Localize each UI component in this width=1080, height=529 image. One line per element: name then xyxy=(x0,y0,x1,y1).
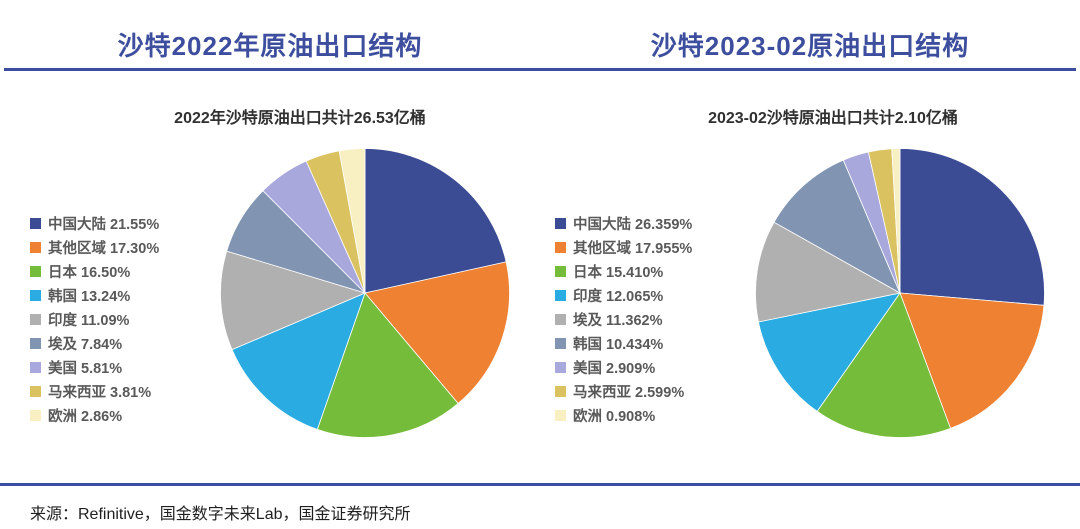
legend-swatch xyxy=(30,289,41,301)
legend-swatch xyxy=(555,241,566,253)
legend-label: 中国大陆 26.359% xyxy=(573,216,693,233)
legend-swatch xyxy=(555,265,566,277)
legend-item: 美国 5.81% xyxy=(30,355,159,379)
legend-label: 埃及 11.362% xyxy=(573,312,663,329)
legend-swatch xyxy=(30,361,41,373)
legend-item: 欧洲 2.86% xyxy=(30,403,159,427)
legend-swatch xyxy=(30,409,41,421)
legend-item: 其他区域 17.30% xyxy=(30,235,159,259)
legend-item: 印度 11.09% xyxy=(30,307,159,331)
pie-slice-其他区域 xyxy=(364,261,510,405)
pie-slice-韩国 xyxy=(231,292,366,430)
right-panel-title: 沙特2023-02原油出口结构 xyxy=(650,31,970,61)
legend-swatch xyxy=(30,265,41,277)
legend-swatch xyxy=(30,241,41,253)
legend-label: 美国 5.81% xyxy=(48,360,123,377)
legend-label: 印度 11.09% xyxy=(48,312,130,329)
legend-item: 中国大陆 21.55% xyxy=(30,211,159,235)
pie-slice-韩国 xyxy=(773,159,901,294)
left-chart-subtitle: 2022年沙特原油出口共计26.53亿桶 xyxy=(174,110,426,127)
left-chart-legend: 中国大陆 21.55% 其他区域 17.30% 日本 16.50% 韩国 13.24%… xyxy=(30,211,159,427)
pie-slice-中国大陆 xyxy=(899,148,1045,306)
legend-label: 韩国 13.24% xyxy=(48,288,131,305)
legend-label: 马来西亚 2.599% xyxy=(573,384,685,401)
legend-swatch xyxy=(555,313,566,325)
footer-divider-line xyxy=(0,483,1080,486)
legend-item: 马来西亚 3.81% xyxy=(30,379,159,403)
right-chart-subtitle: 2023-02沙特原油出口共计2.10亿桶 xyxy=(708,110,958,127)
legend-label: 日本 15.410% xyxy=(573,264,664,281)
legend-label: 中国大陆 21.55% xyxy=(48,216,160,233)
legend-label: 其他区域 17.955% xyxy=(573,240,693,257)
legend-label: 美国 2.909% xyxy=(573,360,656,377)
legend-swatch xyxy=(30,337,41,349)
left-pie-chart xyxy=(220,148,510,438)
legend-label: 韩国 10.434% xyxy=(573,336,664,353)
legend-item: 日本 16.50% xyxy=(30,259,159,283)
legend-item: 日本 15.410% xyxy=(555,259,692,283)
legend-swatch xyxy=(555,337,566,349)
pie-slice-印度 xyxy=(757,292,901,412)
legend-item: 埃及 7.84% xyxy=(30,331,159,355)
legend-swatch xyxy=(30,313,41,325)
right-chart-legend: 中国大陆 26.359% 其他区域 17.955% 日本 15.410% 印度 12.… xyxy=(555,211,692,427)
legend-swatch xyxy=(555,409,566,421)
legend-item: 韩国 13.24% xyxy=(30,283,159,307)
legend-item: 埃及 11.362% xyxy=(555,307,692,331)
legend-item: 欧洲 0.908% xyxy=(555,403,692,427)
pie-slice-欧洲 xyxy=(338,148,366,294)
pie-slice-其他区域 xyxy=(899,292,1045,429)
legend-item: 中国大陆 26.359% xyxy=(555,211,692,235)
legend-swatch xyxy=(30,217,41,229)
legend-item: 韩国 10.434% xyxy=(555,331,692,355)
header-divider-line xyxy=(4,68,1076,71)
legend-label: 其他区域 17.30% xyxy=(48,240,160,257)
pie-slice-埃及 xyxy=(755,221,902,323)
legend-item: 美国 2.909% xyxy=(555,355,692,379)
pie-slice-日本 xyxy=(816,292,952,438)
pie-slice-中国大陆 xyxy=(364,148,507,294)
legend-label: 日本 16.50% xyxy=(48,264,131,281)
legend-label: 印度 12.065% xyxy=(573,288,664,305)
legend-item: 印度 12.065% xyxy=(555,283,692,307)
legend-label: 马来西亚 3.81% xyxy=(48,384,152,401)
right-pie-chart xyxy=(755,148,1045,438)
legend-swatch xyxy=(555,217,566,229)
legend-label: 埃及 7.84% xyxy=(48,336,123,353)
pie-slice-欧洲 xyxy=(891,148,901,294)
legend-label: 欧洲 2.86% xyxy=(48,408,123,425)
legend-label: 欧洲 0.908% xyxy=(573,408,656,425)
left-panel-title: 沙特2022年原油出口结构 xyxy=(117,31,423,61)
legend-item: 马来西亚 2.599% xyxy=(555,379,692,403)
pie-slice-印度 xyxy=(220,250,367,351)
source-note: 来源：Refinitive，国金数字未来Lab，国金证券研究所 xyxy=(30,506,411,523)
legend-swatch xyxy=(555,385,566,397)
legend-item: 其他区域 17.955% xyxy=(555,235,692,259)
legend-swatch xyxy=(30,385,41,397)
legend-swatch xyxy=(555,361,566,373)
legend-swatch xyxy=(555,289,566,301)
